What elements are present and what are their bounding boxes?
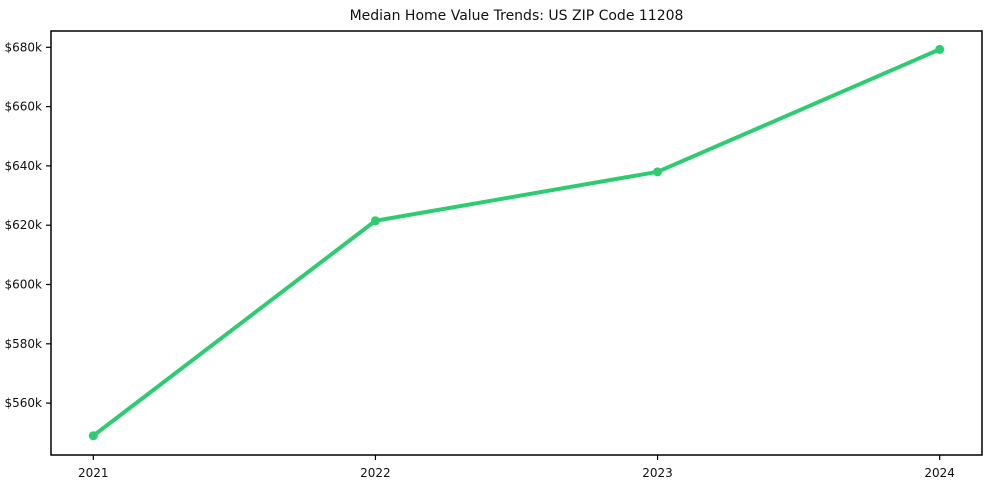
y-tick-label: $560k bbox=[5, 396, 43, 410]
data-point bbox=[935, 44, 945, 54]
data-point bbox=[88, 431, 98, 441]
x-tick-label: 2022 bbox=[360, 466, 391, 480]
data-point bbox=[370, 216, 380, 226]
y-tick-label: $600k bbox=[5, 278, 43, 292]
chart-title: Median Home Value Trends: US ZIP Code 11… bbox=[349, 8, 684, 24]
y-tick-label: $680k bbox=[5, 40, 43, 54]
y-tick-label: $640k bbox=[5, 159, 43, 173]
plot-border bbox=[50, 30, 983, 456]
x-tick-label: 2024 bbox=[924, 466, 955, 480]
data-point bbox=[653, 167, 663, 177]
y-tick-label: $660k bbox=[5, 100, 43, 114]
x-tick-label: 2023 bbox=[642, 466, 673, 480]
y-tick-label: $620k bbox=[5, 218, 43, 232]
y-tick-label: $580k bbox=[5, 337, 43, 351]
trend-line bbox=[91, 47, 942, 438]
x-tick-label: 2021 bbox=[78, 466, 109, 480]
